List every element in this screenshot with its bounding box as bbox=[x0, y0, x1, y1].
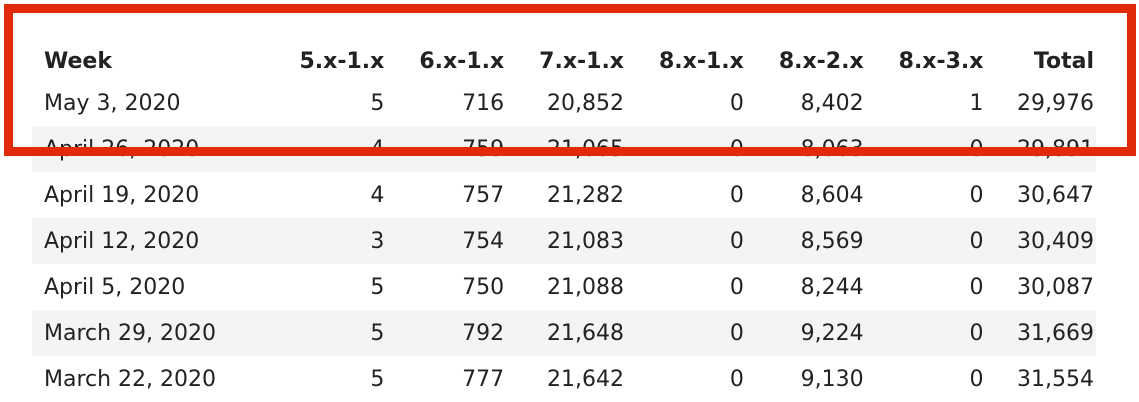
count-cell: 0 bbox=[863, 218, 984, 264]
count-cell: 759 bbox=[384, 126, 505, 172]
count-cell: 30,087 bbox=[1017, 274, 1094, 300]
table-row: May 3, 2020 5 716 20,852 0 8,402 1 29,976 bbox=[32, 80, 1096, 126]
column-header: 8.x-1.x bbox=[658, 49, 744, 74]
count-cell: 3 bbox=[264, 218, 385, 264]
count-cell: 31,669 bbox=[983, 310, 1096, 356]
column-header: 6.x-1.x bbox=[419, 49, 505, 74]
count-cell: 30,647 bbox=[1017, 182, 1094, 208]
count-cell: 0 bbox=[624, 126, 744, 172]
week-cell: April 12, 2020 bbox=[32, 218, 265, 264]
count-cell: 9,224 bbox=[743, 310, 864, 356]
count-cell: 754 bbox=[384, 218, 505, 264]
count-cell: 0 bbox=[729, 274, 744, 300]
count-cell: 0 bbox=[969, 366, 984, 392]
week-cell: April 5, 2020 bbox=[44, 274, 186, 300]
count-cell: 792 bbox=[384, 310, 505, 356]
column-header: 8.x-3.x bbox=[898, 49, 984, 74]
count-cell: 4 bbox=[370, 182, 385, 208]
count-cell: 0 bbox=[624, 310, 744, 356]
count-cell: 8,244 bbox=[800, 274, 864, 300]
week-cell: March 22, 2020 bbox=[44, 366, 217, 392]
count-cell: 1 bbox=[969, 90, 984, 116]
column-header: Total bbox=[1033, 49, 1094, 74]
count-cell: 21,083 bbox=[504, 218, 624, 264]
count-cell: 0 bbox=[624, 218, 744, 264]
week-cell: May 3, 2020 bbox=[44, 90, 181, 116]
week-cell: April 19, 2020 bbox=[44, 182, 200, 208]
table-row: April 19, 2020 4 757 21,282 0 8,604 0 30,647 bbox=[32, 172, 1096, 218]
table-row: April 5, 2020 5 750 21,088 0 8,244 0 30,087 bbox=[32, 264, 1096, 310]
column-header: 5.x-1.x bbox=[299, 49, 385, 74]
count-cell: 9,130 bbox=[800, 366, 864, 392]
count-cell: 716 bbox=[462, 90, 505, 116]
count-cell: 8,604 bbox=[800, 182, 864, 208]
column-header: 7.x-1.x bbox=[539, 49, 624, 74]
count-cell: 5 bbox=[370, 366, 385, 392]
count-cell: 5 bbox=[370, 90, 385, 116]
count-cell: 21,648 bbox=[504, 310, 624, 356]
count-cell: 8,402 bbox=[800, 90, 864, 116]
count-cell: 21,065 bbox=[504, 126, 624, 172]
count-cell: 0 bbox=[729, 90, 744, 116]
week-cell: April 26, 2020 bbox=[32, 126, 265, 172]
count-cell: 8,063 bbox=[743, 126, 864, 172]
count-cell: 21,282 bbox=[547, 182, 624, 208]
count-cell: 21,642 bbox=[547, 366, 624, 392]
count-cell: 0 bbox=[729, 182, 744, 208]
column-header: 8.x-2.x bbox=[778, 49, 864, 74]
table-row: April 12, 2020 3 754 21,083 0 8,569 0 30,409 bbox=[32, 218, 1096, 264]
table-row: March 29, 2020 5 792 21,648 0 9,224 0 31,669 bbox=[32, 310, 1096, 356]
column-header: Week bbox=[44, 49, 112, 74]
table-row: March 22, 2020 5 777 21,642 0 9,130 0 31,554 bbox=[32, 356, 1096, 402]
usage-table: Week 5.x-1.x 6.x-1.x 7.x-1.x 8.x-1.x 8.x-2.x 8… bbox=[32, 28, 1096, 402]
count-cell: 5 bbox=[370, 274, 385, 300]
count-cell: 30,409 bbox=[983, 218, 1096, 264]
count-cell: 777 bbox=[462, 366, 505, 392]
count-cell: 750 bbox=[462, 274, 505, 300]
count-cell: 8,569 bbox=[743, 218, 864, 264]
count-cell: 20,852 bbox=[547, 90, 624, 116]
count-cell: 29,891 bbox=[983, 126, 1096, 172]
table-row: April 26, 2020 4 759 21,065 0 8,063 0 29,891 bbox=[32, 126, 1096, 172]
count-cell: 757 bbox=[462, 182, 505, 208]
count-cell: 0 bbox=[729, 366, 744, 392]
count-cell: 0 bbox=[863, 126, 984, 172]
table-header-row: Week 5.x-1.x 6.x-1.x 7.x-1.x 8.x-1.x 8.x-2.x 8… bbox=[32, 28, 1096, 80]
week-cell: March 29, 2020 bbox=[32, 310, 265, 356]
count-cell: 4 bbox=[264, 126, 385, 172]
count-cell: 29,976 bbox=[1017, 90, 1094, 116]
count-cell: 21,088 bbox=[547, 274, 624, 300]
count-cell: 0 bbox=[969, 274, 984, 300]
count-cell: 5 bbox=[264, 310, 385, 356]
count-cell: 0 bbox=[863, 310, 984, 356]
count-cell: 31,554 bbox=[1017, 366, 1094, 392]
count-cell: 0 bbox=[969, 182, 984, 208]
